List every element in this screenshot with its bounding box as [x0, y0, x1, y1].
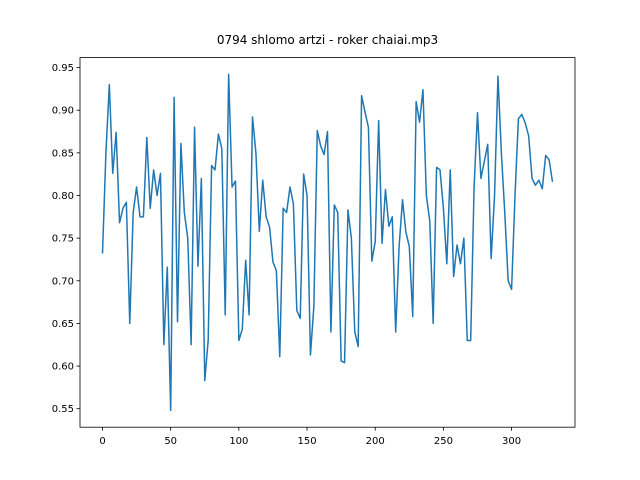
data-line	[101, 73, 554, 412]
x-tick-label: 150	[297, 436, 316, 447]
y-tick-label: 0.85	[52, 148, 74, 159]
y-tick-label: 0.80	[52, 191, 74, 202]
chart-title: 0794 shlomo artzi - roker chaiai.mp3	[217, 33, 438, 47]
y-tick-label: 0.95	[52, 63, 74, 74]
y-tick-label: 0.65	[52, 319, 74, 330]
y-tick-label: 0.60	[52, 362, 74, 373]
x-tick-label: 300	[502, 436, 521, 447]
y-tick-label: 0.55	[52, 404, 74, 415]
x-tick-label: 0	[99, 436, 105, 447]
x-tick-label: 200	[366, 436, 385, 447]
y-tick-label: 0.70	[52, 276, 74, 287]
x-tick-label: 100	[229, 436, 248, 447]
x-tick-label: 250	[434, 436, 453, 447]
y-tick-label: 0.90	[52, 106, 74, 117]
y-tick-label: 0.75	[52, 234, 74, 245]
x-tick-label: 50	[164, 436, 177, 447]
plot-frame	[79, 57, 576, 428]
